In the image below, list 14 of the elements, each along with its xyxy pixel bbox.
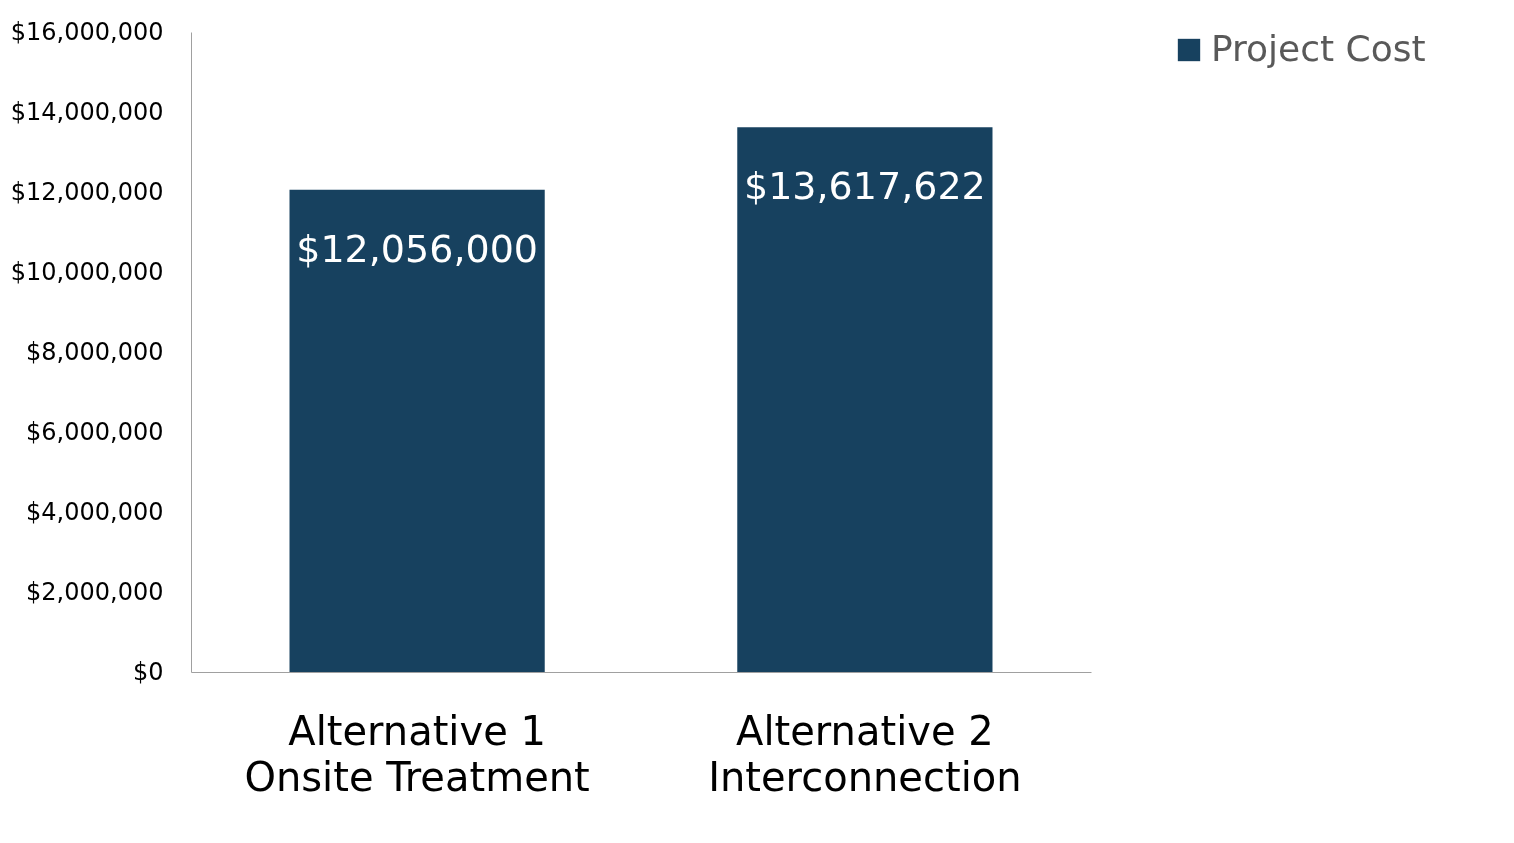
y-tick-label: $14,000,000 (10, 97, 164, 126)
y-tick-label: $6,000,000 (26, 417, 164, 446)
x-tick-label: Alternative 2 Interconnection (708, 707, 1022, 800)
x-tick-label: Alternative 1 Onsite Treatment (244, 707, 590, 800)
text: $12,056,000 (296, 226, 538, 271)
text: $13,617,622 (744, 164, 986, 209)
y-tick-label: $2,000,000 (26, 577, 164, 606)
y-tick-label: $4,000,000 (26, 497, 164, 526)
y-tick-label: $8,000,000 (26, 337, 164, 366)
y-tick-label: $10,000,000 (10, 257, 164, 286)
y-tick-label: $0 (132, 657, 164, 686)
y-tick-label: $12,000,000 (10, 177, 164, 206)
y-tick-label: $16,000,000 (10, 17, 164, 46)
legend-label: Project Cost (1211, 28, 1426, 69)
